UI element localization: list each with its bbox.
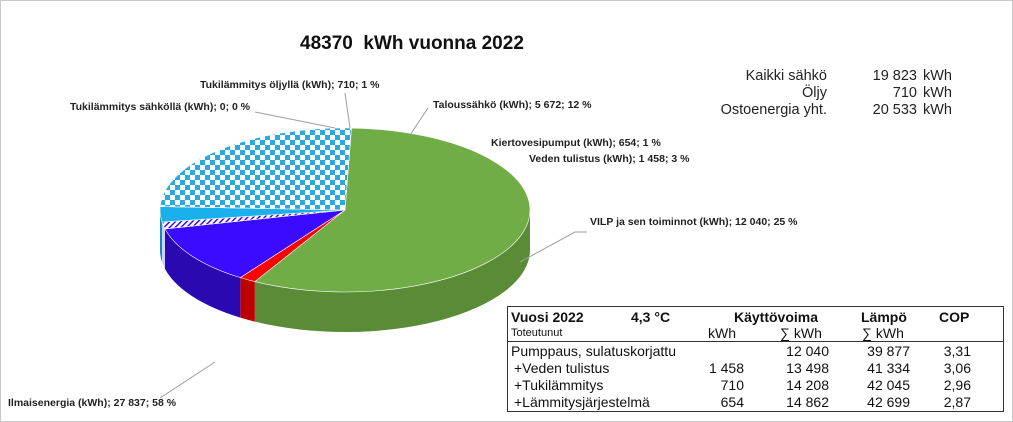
row-sum-kwh: 13 498 xyxy=(786,360,829,376)
table-sub-sum-kwh: ∑ kWh xyxy=(780,325,822,341)
row-kwh: 1 458 xyxy=(708,360,744,376)
leader-line xyxy=(344,92,351,129)
table-temperature: 4,3 °C xyxy=(631,309,671,325)
pie-slice-side xyxy=(164,228,241,318)
row-cop: 2,87 xyxy=(943,394,971,410)
row-cop: 3,06 xyxy=(943,360,971,376)
pie-slice-side xyxy=(162,222,165,269)
pie-slice xyxy=(164,209,346,278)
summary-row-all-electricity: Kaikki sähkö 19 823 kWh xyxy=(700,68,963,85)
leader-line xyxy=(254,111,336,129)
summary-value: 710 xyxy=(892,85,917,101)
table-year: Vuosi 2022 xyxy=(511,309,584,325)
table-sub-sum-heat: ∑ kWh xyxy=(862,325,904,341)
pie-data-label: Ilmaisenergia (kWh); 27 837; 58 % xyxy=(8,397,177,409)
leader-line xyxy=(519,231,587,263)
energy-summary: Kaikki sähkö 19 823 kWh Öljy 710 kWh Ost… xyxy=(700,68,963,119)
row-label: +Veden tulistus xyxy=(514,360,610,376)
chart-title: 48370 kWh vuonna 2022 xyxy=(300,33,524,54)
leader-line xyxy=(159,361,216,399)
summary-row-oil: Öljy 710 kWh xyxy=(700,85,963,102)
row-sum-kwh: 14 862 xyxy=(786,394,829,410)
row-sum-kwh: 14 208 xyxy=(786,377,829,393)
table-header-kayttovoima: Käyttövoima xyxy=(734,309,819,325)
pie-slice-side xyxy=(160,210,163,263)
row-sum-kwh: 12 040 xyxy=(786,343,829,359)
cop-table: Vuosi 2022 4,3 °C Käyttövoima Lämpö COP … xyxy=(507,306,1004,412)
pie-data-label: Tukilämmitys öljyllä (kWh); 710; 1 % xyxy=(200,79,380,91)
pie-data-label: Kiertovesipumput (kWh); 654; 1 % xyxy=(491,137,661,149)
row-cop: 3,31 xyxy=(943,343,971,359)
row-cop: 2,96 xyxy=(943,377,971,393)
table-sub-kwh: kWh xyxy=(708,325,736,341)
table-subtitle: Toteutunut xyxy=(511,327,563,339)
table-divider xyxy=(508,341,1003,342)
summary-row-purchased-total: Ostoenergia yht. 20 533 kWh xyxy=(700,102,963,119)
pie-data-label: Veden tulistus (kWh); 1 458; 3 % xyxy=(529,153,690,165)
row-kwh: 654 xyxy=(720,394,744,410)
pie-slice xyxy=(159,127,352,211)
row-heat: 41 334 xyxy=(867,360,910,376)
pie-data-label: Tukilämmitys sähköllä (kWh); 0; 0 % xyxy=(70,101,251,113)
row-label: Pumppaus, sulatuskorjattu xyxy=(511,343,676,359)
table-header-cop: COP xyxy=(939,309,970,325)
summary-unit: kWh xyxy=(923,102,952,118)
pie-slice xyxy=(254,127,531,293)
summary-unit: kWh xyxy=(923,68,952,84)
pie-data-label: Taloussähkö (kWh); 5 672; 12 % xyxy=(433,99,592,111)
pie-slice-side xyxy=(254,210,530,332)
row-label: +Lämmitysjärjestelmä xyxy=(514,394,650,410)
row-heat: 42 045 xyxy=(867,377,910,393)
table-header-lampo: Lämpö xyxy=(861,309,907,325)
pie-data-label: VILP ja sen toiminnot (kWh); 12 040; 25 … xyxy=(590,216,798,228)
summary-unit: kWh xyxy=(923,85,952,101)
summary-value: 19 823 xyxy=(872,68,917,84)
row-heat: 42 699 xyxy=(867,394,910,410)
summary-value: 20 533 xyxy=(872,102,917,118)
summary-label: Kaikki sähkö xyxy=(745,68,827,84)
row-label: +Tukilämmitys xyxy=(514,377,604,393)
summary-label: Öljy xyxy=(802,85,827,101)
row-kwh: 710 xyxy=(720,377,744,393)
leader-line xyxy=(409,107,429,136)
pie-slice-side xyxy=(240,277,255,322)
row-heat: 39 877 xyxy=(867,343,910,359)
summary-label: Ostoenergia yht. xyxy=(720,102,827,118)
